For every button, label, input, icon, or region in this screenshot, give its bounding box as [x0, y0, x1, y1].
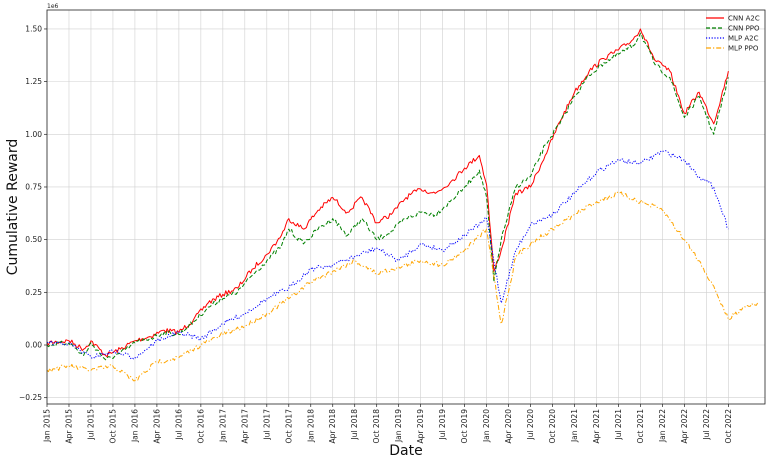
series-line-cnn-a2c [46, 28, 729, 358]
legend: CNN A2C CNN PPO MLP A2C MLP PPO [706, 15, 760, 53]
x-tick-label: Apr 2021 [592, 409, 601, 444]
x-tick-label: Jan 2020 [482, 409, 491, 443]
x-tick-label: Oct 2017 [284, 409, 293, 444]
x-tick-label: Oct 2022 [724, 409, 733, 444]
x-tick-label: Jul 2022 [702, 409, 711, 441]
x-tick-label: Jan 2017 [218, 409, 227, 443]
x-tick-label: Apr 2020 [504, 409, 513, 444]
x-tick-label: Jul 2017 [262, 409, 271, 441]
x-tick-label: Jan 2019 [394, 409, 403, 443]
x-tick-label: Jan 2021 [570, 409, 579, 443]
x-tick-label: Jan 2016 [130, 409, 139, 443]
x-tick-label: Jan 2015 [43, 409, 52, 443]
legend-label: MLP PPO [728, 45, 759, 53]
x-tick-label: Jan 2022 [658, 409, 667, 443]
x-tick-label: Jul 2015 [86, 409, 95, 441]
x-tick-label: Jul 2016 [174, 409, 183, 441]
legend-label: CNN A2C [728, 15, 760, 23]
series-line-cnn-ppo [46, 32, 729, 361]
y-axis-ticks: −0.25 0.00 0.25 0.50 0.75 1.00 1.25 1.50 [19, 24, 47, 402]
x-tick-label: Jul 2020 [526, 409, 535, 441]
y-tick-label: 0.50 [25, 235, 42, 244]
y-scale-exponent: 1e6 [47, 3, 59, 10]
series-line-mlp-ppo [46, 191, 759, 382]
y-tick-label: 0.75 [25, 182, 42, 191]
x-axis-ticks: Jan 2015 Apr 2015 Jul 2015 Oct 2015 Jan 2016… [43, 404, 733, 443]
x-tick-label: Apr 2018 [328, 409, 337, 444]
y-tick-label: 0.25 [25, 288, 42, 297]
y-tick-label: 1.50 [25, 24, 42, 33]
x-axis-title: Date [389, 443, 422, 459]
y-tick-label: 0.00 [25, 341, 42, 350]
x-tick-label: Jul 2019 [438, 409, 447, 441]
x-tick-label: Oct 2020 [548, 409, 557, 444]
series-line-mlp-a2c [46, 150, 729, 360]
legend-label: MLP A2C [728, 35, 759, 43]
x-tick-label: Jul 2021 [614, 409, 623, 441]
x-tick-label: Apr 2016 [152, 409, 161, 444]
x-tick-label: Apr 2019 [416, 409, 425, 444]
series-lines [46, 28, 759, 382]
x-tick-label: Jul 2018 [350, 409, 359, 441]
plot-frame [46, 9, 766, 405]
x-tick-label: Oct 2021 [636, 409, 645, 444]
x-tick-label: Apr 2017 [240, 409, 249, 444]
y-tick-label: 1.00 [25, 130, 42, 139]
x-tick-label: Jan 2018 [306, 409, 315, 443]
x-tick-label: Oct 2018 [372, 409, 381, 444]
x-tick-label: Oct 2016 [196, 409, 205, 444]
x-tick-label: Oct 2015 [108, 409, 117, 444]
grid [46, 10, 765, 404]
x-tick-label: Oct 2019 [460, 409, 469, 444]
y-tick-label: −0.25 [19, 393, 42, 402]
x-tick-label: Apr 2015 [64, 409, 73, 444]
x-tick-label: Apr 2022 [680, 409, 689, 444]
y-axis-title: Cumulative Reward [5, 139, 21, 276]
y-tick-label: 1.25 [25, 77, 42, 86]
legend-label: CNN PPO [728, 25, 760, 33]
